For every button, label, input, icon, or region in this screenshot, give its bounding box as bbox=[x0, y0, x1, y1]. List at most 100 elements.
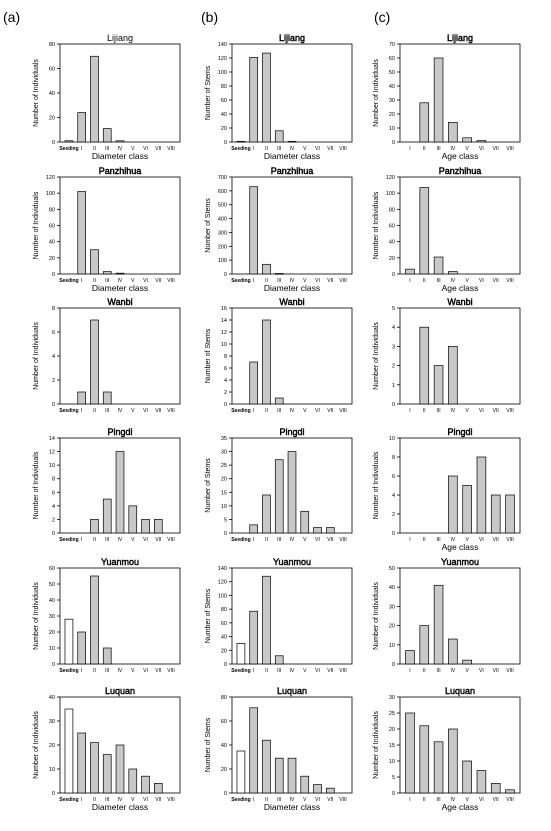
bar-III bbox=[433, 741, 444, 794]
x-tick-label: V bbox=[303, 408, 307, 414]
bar-IV bbox=[115, 451, 125, 534]
y-tick-label: 1 bbox=[392, 383, 395, 389]
x-tick-label: VI bbox=[315, 537, 320, 543]
y-tick-label: 10 bbox=[49, 463, 55, 469]
y-tick-label: 10 bbox=[49, 646, 55, 652]
y-tick-label: 30 bbox=[49, 719, 55, 725]
y-axis-label: Number of Individuals bbox=[373, 322, 380, 390]
bar-I bbox=[405, 712, 415, 794]
panel-title: Pingdi bbox=[279, 427, 304, 437]
x-tick-label: VI bbox=[479, 668, 484, 674]
x-tick-label: VIII bbox=[339, 278, 347, 284]
bar-V bbox=[300, 510, 310, 534]
y-tick-label: 0 bbox=[52, 531, 55, 537]
x-tick-label: VII bbox=[493, 797, 499, 803]
x-tick-label: VIII bbox=[506, 537, 514, 543]
y-axis-label: Number of Individuals bbox=[373, 59, 380, 127]
x-tick-label: II bbox=[423, 408, 426, 414]
x-tick-label: IV bbox=[118, 278, 123, 284]
y-tick-label: 0 bbox=[224, 272, 227, 278]
bar-I bbox=[77, 631, 87, 665]
x-axis-label: Diameter class bbox=[92, 802, 148, 812]
y-tick-label: 40 bbox=[221, 743, 227, 749]
x-tick-label: VI bbox=[315, 146, 320, 152]
x-tick-label: IV bbox=[118, 797, 123, 803]
x-tick-label: II bbox=[423, 537, 426, 543]
y-tick-label: 100 bbox=[218, 70, 227, 76]
y-tick-label: 300 bbox=[218, 230, 227, 236]
bar-V bbox=[128, 505, 138, 534]
panel-title: Luquan bbox=[105, 686, 135, 696]
x-axis-label: Age class bbox=[442, 151, 479, 161]
y-tick-label: 20 bbox=[221, 767, 227, 773]
y-tick-label: 0 bbox=[52, 791, 55, 797]
plot-frame bbox=[399, 307, 521, 405]
x-tick-label: VII bbox=[155, 146, 161, 152]
x-tick-label: III bbox=[105, 797, 109, 803]
x-tick-label: III bbox=[277, 146, 281, 152]
panel-title: Pingdi bbox=[107, 427, 132, 437]
bar-III bbox=[274, 757, 284, 794]
chart-panel-2-5: Yuanmou 0 20 40 60 80 100 120 140 Number of Stems… bbox=[205, 557, 353, 674]
bar-Seeding bbox=[64, 140, 74, 143]
y-tick-label: 700 bbox=[218, 175, 227, 181]
bar-Seeding bbox=[64, 618, 74, 665]
column-label-a: (a) bbox=[3, 9, 21, 25]
y-axis-label: Number of Stems bbox=[205, 717, 212, 772]
y-tick-label: 3 bbox=[392, 344, 395, 350]
x-tick-label: VII bbox=[155, 668, 161, 674]
bar-V bbox=[462, 485, 472, 534]
x-tick-label: I bbox=[253, 146, 254, 152]
bar-V bbox=[128, 768, 138, 794]
bar-IV bbox=[115, 140, 125, 143]
chart-panel-2-4: Pingdi 0 5 10 15 20 25 30 35 Number of Stems Seedi… bbox=[205, 427, 353, 543]
bar-IV bbox=[115, 744, 125, 794]
x-tick-label: III bbox=[105, 537, 109, 543]
bar-III bbox=[102, 647, 112, 665]
x-tick-label: II bbox=[93, 408, 96, 414]
y-tick-label: 12 bbox=[49, 450, 55, 456]
x-tick-label: V bbox=[465, 797, 469, 803]
y-tick-label: 60 bbox=[221, 621, 227, 627]
x-tick-label: VI bbox=[315, 408, 320, 414]
x-tick-label: V bbox=[303, 146, 307, 152]
x-tick-label: V bbox=[465, 408, 469, 414]
bar-IV bbox=[448, 638, 458, 665]
x-tick-label: VIII bbox=[506, 278, 514, 284]
y-tick-label: 2 bbox=[392, 512, 395, 518]
y-tick-label: 12 bbox=[221, 330, 227, 336]
x-tick-label: I bbox=[81, 146, 82, 152]
y-tick-label: 100 bbox=[218, 593, 227, 599]
y-tick-label: 100 bbox=[386, 191, 395, 197]
x-tick-label: IV bbox=[290, 408, 295, 414]
bar-III bbox=[102, 271, 112, 275]
x-axis-label: Diameter class bbox=[92, 283, 148, 293]
y-tick-label: 80 bbox=[49, 42, 55, 48]
panel-title: Wanbi bbox=[279, 297, 304, 307]
bar-III bbox=[433, 584, 444, 665]
y-tick-label: 100 bbox=[46, 191, 55, 197]
y-tick-label: 20 bbox=[389, 256, 395, 262]
bar-VII bbox=[325, 527, 335, 534]
y-tick-label: 40 bbox=[49, 91, 55, 97]
y-tick-label: 40 bbox=[49, 240, 55, 246]
x-tick-label: II bbox=[93, 537, 96, 543]
x-tick-label: VII bbox=[327, 408, 333, 414]
y-tick-label: 80 bbox=[221, 607, 227, 613]
bar-II bbox=[90, 575, 99, 665]
bar-II bbox=[262, 52, 271, 143]
x-tick-label: I bbox=[253, 278, 254, 284]
x-axis-label: Diameter class bbox=[264, 283, 320, 293]
x-tick-label: I bbox=[409, 146, 410, 152]
x-tick-label: VII bbox=[327, 537, 333, 543]
x-tick-label: VIII bbox=[167, 278, 175, 284]
x-tick-label: III bbox=[105, 408, 109, 414]
y-tick-label: 20 bbox=[49, 743, 55, 749]
y-tick-label: 4 bbox=[224, 378, 227, 384]
y-tick-label: 60 bbox=[221, 719, 227, 725]
bar-VI bbox=[141, 775, 150, 794]
chart-panel-1-1: Lijiang 0 20 40 60 80 Number of Individuals See… bbox=[33, 33, 181, 161]
